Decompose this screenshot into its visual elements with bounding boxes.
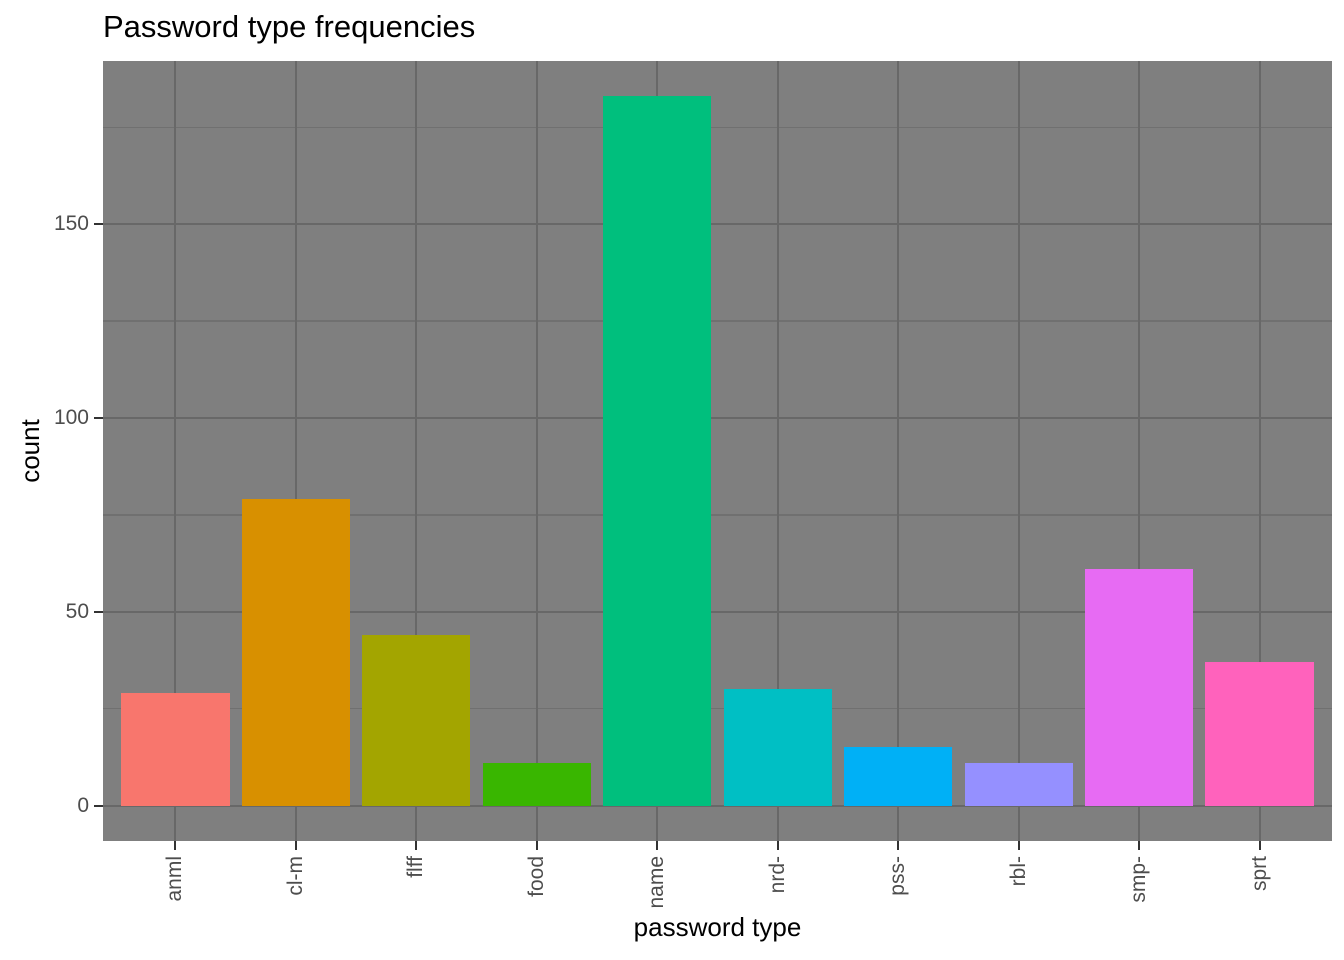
y-tick-mark <box>94 610 103 613</box>
bar-food <box>482 762 591 806</box>
x-tick-label: cl-m <box>283 856 307 896</box>
gridline-minor-y <box>103 320 1332 322</box>
bar-anml <box>121 693 230 806</box>
bar-flff <box>362 635 471 806</box>
bar-rbl- <box>964 762 1073 806</box>
x-tick-label: smp- <box>1127 856 1151 903</box>
gridline-major-x <box>897 61 900 841</box>
bar-pss- <box>844 747 953 806</box>
gridline-major-x <box>1258 61 1261 841</box>
x-tick-mark <box>776 841 779 850</box>
gridline-major-y <box>103 610 1332 613</box>
x-tick-mark <box>897 841 900 850</box>
x-tick-label: rbl- <box>1006 856 1030 887</box>
y-tick-mark <box>94 223 103 226</box>
gridline-major-x <box>535 61 538 841</box>
gridline-major-y <box>103 417 1332 420</box>
gridline-major-y <box>103 223 1332 226</box>
x-tick-label: sprt <box>1247 856 1271 892</box>
x-tick-label: pss- <box>886 856 910 896</box>
gridline-major-x <box>174 61 177 841</box>
x-tick-mark <box>535 841 538 850</box>
x-tick-mark <box>294 841 297 850</box>
y-tick-label: 100 <box>53 406 89 430</box>
bar-sprt <box>1205 662 1314 806</box>
gridline-major-x <box>776 61 779 841</box>
y-tick-label: 150 <box>53 212 89 236</box>
gridline-major-y <box>103 804 1332 807</box>
y-tick-mark <box>94 804 103 807</box>
x-tick-mark <box>415 841 418 850</box>
bar-nrd- <box>723 689 832 806</box>
bar-name <box>603 96 712 806</box>
gridline-major-x <box>1017 61 1020 841</box>
x-tick-label: flff <box>404 856 428 878</box>
bar-cl-m <box>241 499 350 806</box>
gridline-major-x <box>415 61 418 841</box>
x-tick-label: food <box>524 856 548 897</box>
x-tick-mark <box>1017 841 1020 850</box>
x-tick-label: anml <box>163 856 187 902</box>
y-tick-label: 0 <box>77 793 89 817</box>
plot-panel <box>103 61 1332 841</box>
gridline-major-x <box>1138 61 1141 841</box>
gridline-minor-y <box>103 514 1332 516</box>
x-axis-title: password type <box>633 912 802 942</box>
gridline-minor-y <box>103 707 1332 710</box>
chart-title: Password type frequencies <box>103 9 476 44</box>
x-tick-mark <box>174 841 177 850</box>
x-tick-label: nrd- <box>765 856 789 894</box>
x-tick-mark <box>656 841 659 850</box>
gridline-major-x <box>294 61 297 841</box>
x-tick-label: name <box>645 856 669 909</box>
x-tick-mark <box>1258 841 1261 850</box>
y-tick-mark <box>94 417 103 420</box>
bar-smp- <box>1084 569 1194 806</box>
y-tick-label: 50 <box>65 599 89 623</box>
x-tick-mark <box>1138 841 1141 850</box>
gridline-minor-y <box>103 126 1332 129</box>
